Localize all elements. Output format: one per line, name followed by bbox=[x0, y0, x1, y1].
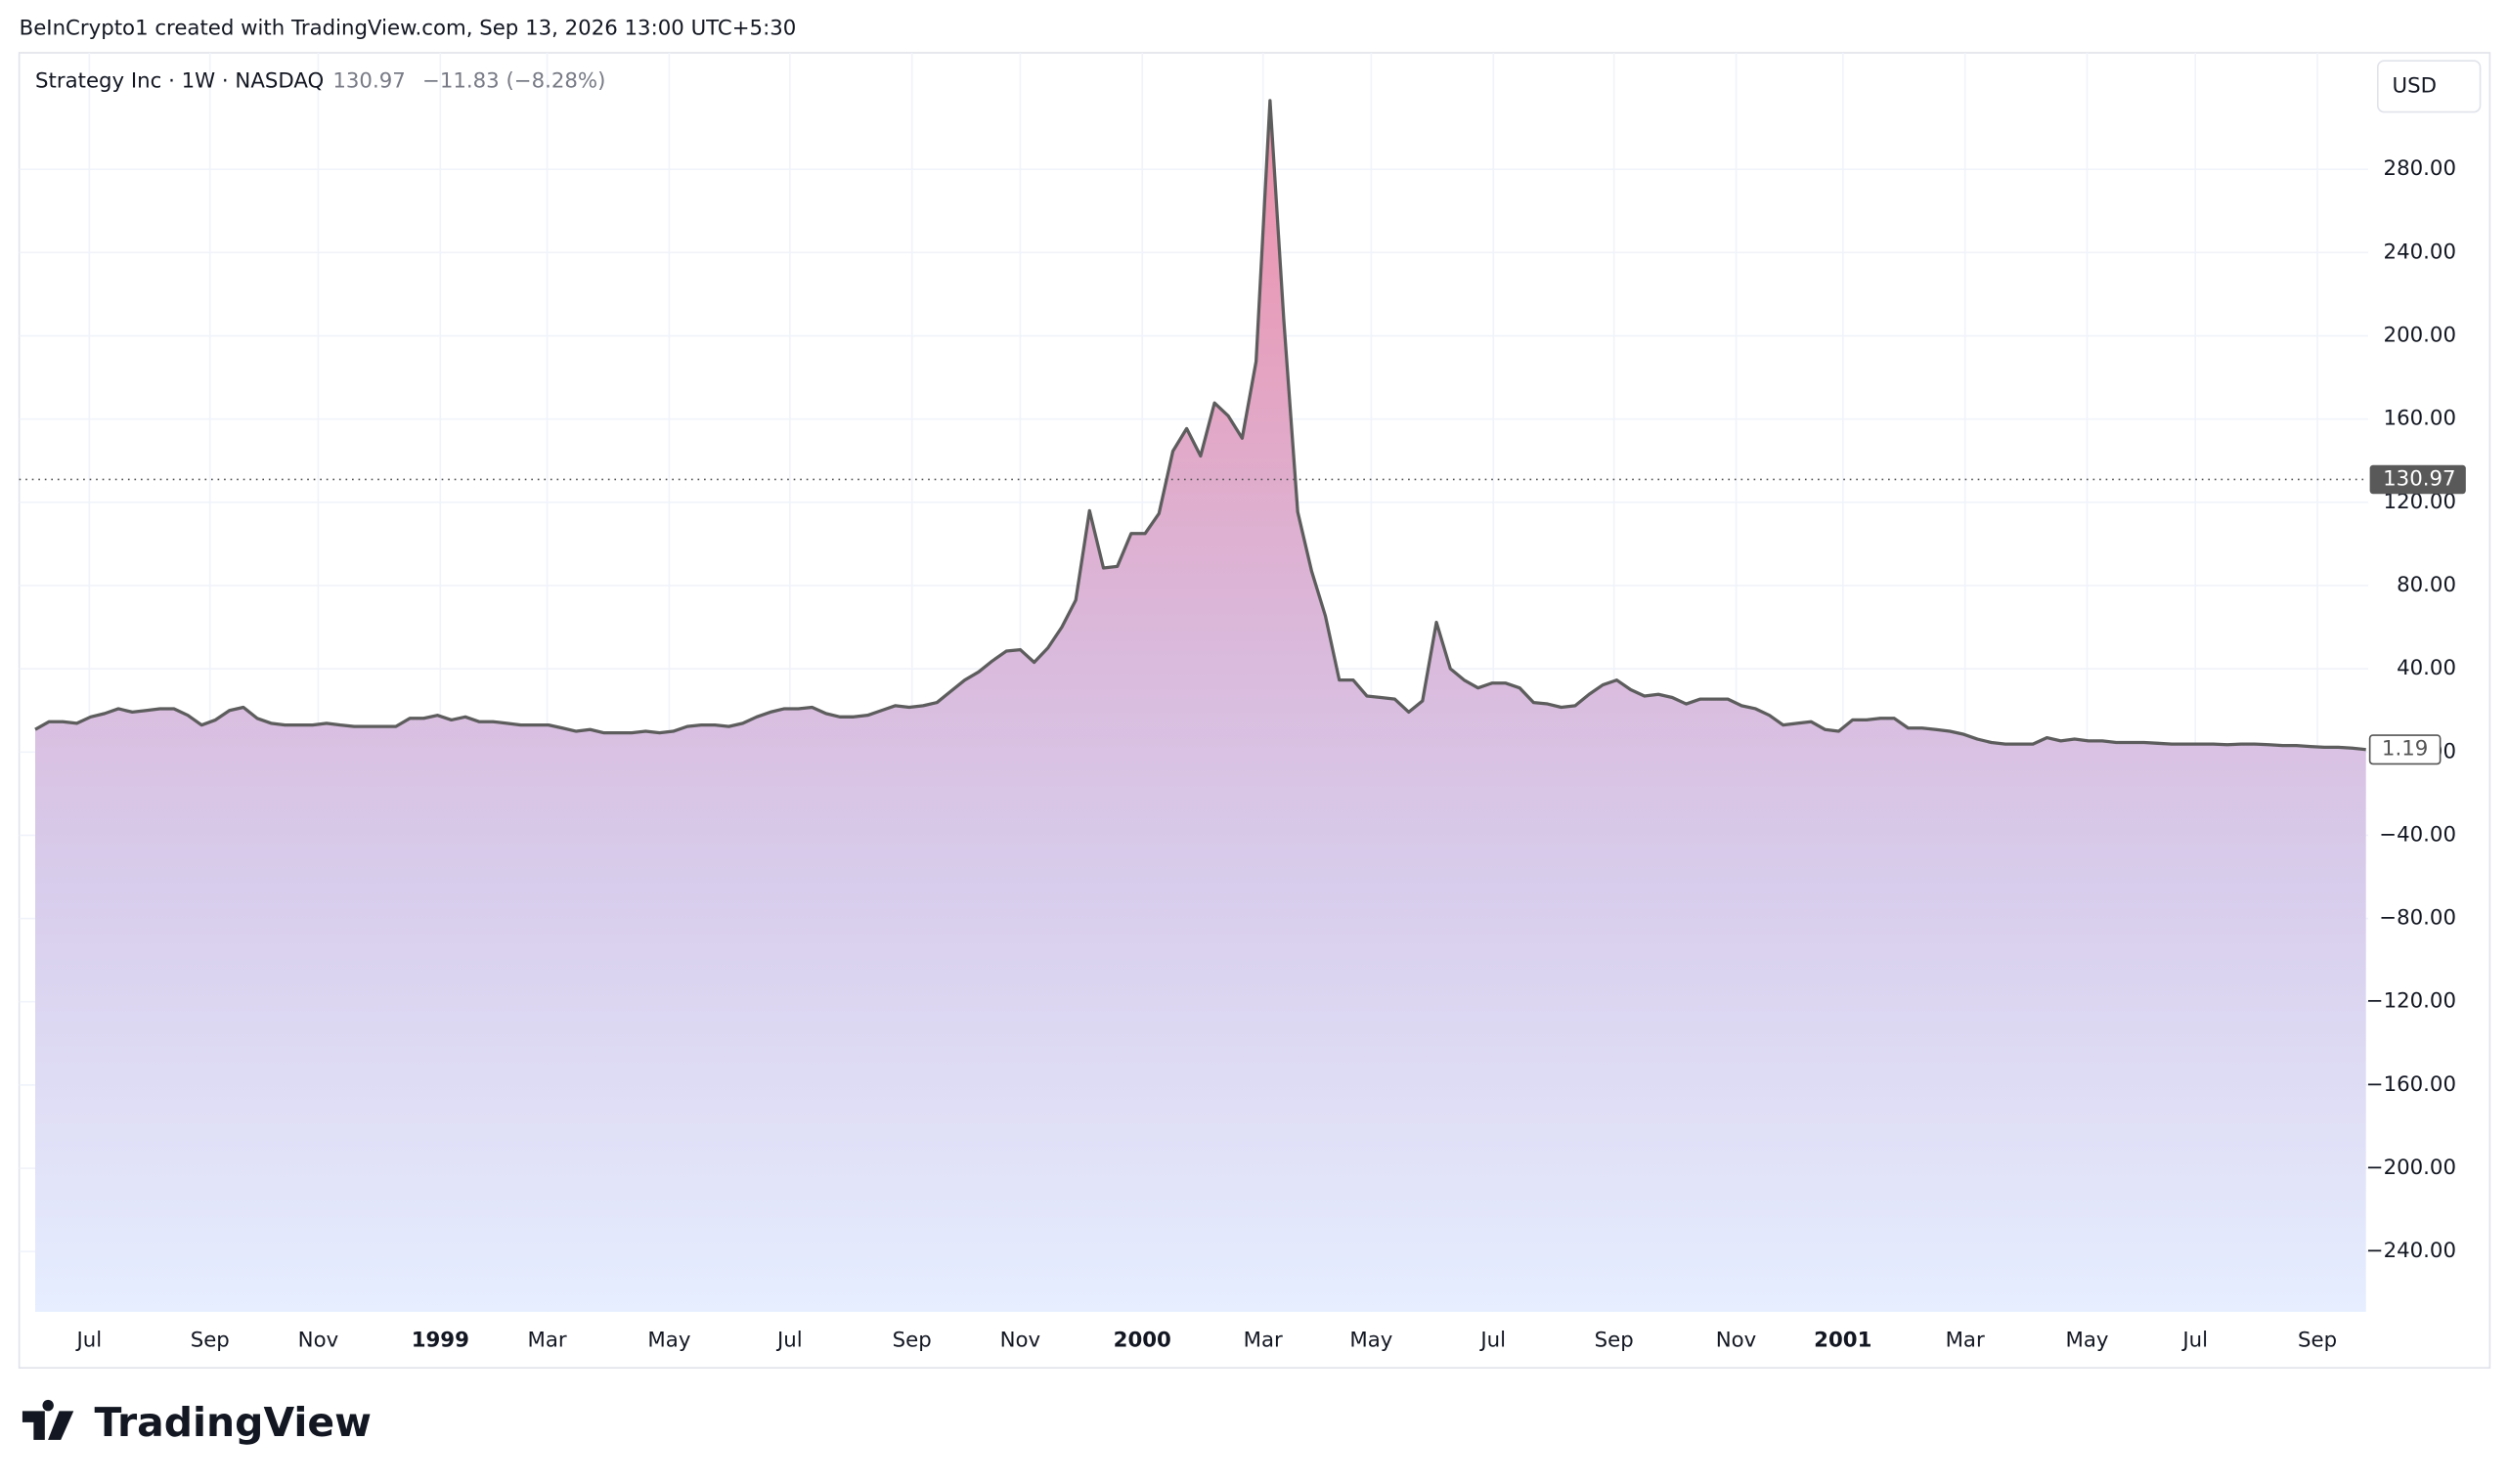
x-tick-label: 2000 bbox=[1114, 1328, 1171, 1352]
y-tick-label: −80.00 bbox=[2379, 906, 2456, 931]
credit: BeInCrypto1 created with TradingView.com… bbox=[20, 16, 797, 40]
y-tick-label: 240.00 bbox=[2384, 240, 2456, 264]
brand: TradingView bbox=[95, 1399, 372, 1446]
symbol: Strategy Inc · 1W · NASDAQ bbox=[35, 68, 324, 93]
x-tick-label: Mar bbox=[1244, 1328, 1283, 1352]
last-price-label: 130.97 bbox=[2383, 466, 2455, 491]
currency-box[interactable] bbox=[2376, 60, 2482, 113]
y-tick-label: 200.00 bbox=[2384, 324, 2456, 348]
last-value-badge bbox=[2368, 734, 2442, 765]
axes: 280.00240.00200.00160.00120.0080.0040.00… bbox=[75, 156, 2466, 1352]
x-tick-label: May bbox=[1349, 1328, 1392, 1352]
y-tick-label: −200.00 bbox=[2366, 1156, 2456, 1180]
y-tick-label: 160.00 bbox=[2384, 407, 2456, 431]
x-tick-label: Sep bbox=[191, 1328, 230, 1352]
x-tick-label: Jul bbox=[775, 1328, 803, 1352]
y-tick-label: 280.00 bbox=[2384, 156, 2456, 181]
x-tick-label: May bbox=[647, 1328, 690, 1352]
x-tick-label: Mar bbox=[528, 1328, 567, 1352]
logo-mark bbox=[22, 1399, 74, 1440]
price-line bbox=[34, 99, 2366, 752]
x-tick-label: Nov bbox=[1716, 1328, 1757, 1352]
x-tick-label: 1999 bbox=[412, 1328, 469, 1352]
header-price: 130.97 bbox=[332, 68, 405, 93]
last-value-label: 1.19 bbox=[2382, 737, 2428, 762]
x-tick-label: Mar bbox=[1946, 1328, 1985, 1352]
currency[interactable]: USD bbox=[2393, 73, 2437, 98]
chart-frame bbox=[18, 52, 2491, 1370]
header-change: −11.83 (−8.28%) bbox=[422, 68, 605, 93]
x-tick-label: Sep bbox=[893, 1328, 932, 1352]
x-tick-label: Nov bbox=[298, 1328, 339, 1352]
last-price-badge bbox=[2369, 464, 2466, 495]
x-tick-label: Sep bbox=[2298, 1328, 2337, 1352]
x-tick-label: 2001 bbox=[1814, 1328, 1871, 1352]
logo: TradingView bbox=[22, 1399, 372, 1446]
y-tick-label: −240.00 bbox=[2366, 1239, 2456, 1263]
y-tick-label: 40.00 bbox=[2397, 656, 2456, 680]
y-tick-label: −40.00 bbox=[2379, 822, 2456, 847]
x-tick-label: Jul bbox=[75, 1328, 103, 1352]
x-tick-label: Jul bbox=[1478, 1328, 1506, 1352]
x-tick-label: Sep bbox=[1595, 1328, 1634, 1352]
x-tick-label: May bbox=[2066, 1328, 2109, 1352]
y-tick-label: −160.00 bbox=[2366, 1072, 2456, 1097]
area-fill bbox=[35, 100, 2366, 1312]
y-tick-label: −120.00 bbox=[2366, 989, 2456, 1014]
x-tick-label: Nov bbox=[1000, 1328, 1041, 1352]
plot bbox=[19, 99, 2368, 1312]
x-tick-label: Jul bbox=[2180, 1328, 2208, 1352]
y-tick-label: 80.00 bbox=[2397, 573, 2456, 597]
